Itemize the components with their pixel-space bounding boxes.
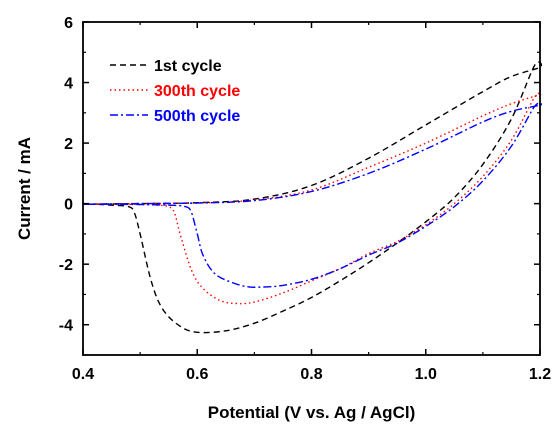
series-line-3 <box>82 102 543 288</box>
x-tick-label: 0.8 <box>300 366 322 383</box>
series-curves <box>82 61 543 334</box>
legend-label-1: 1st cycle <box>154 58 222 75</box>
y-tick-label: -2 <box>59 257 73 274</box>
y-axis-title: Current / mA <box>15 137 34 240</box>
series-line-1 <box>82 61 543 334</box>
y-tick-label: 0 <box>64 197 73 214</box>
legend-label-3: 500th cycle <box>154 108 240 125</box>
y-tick-label: 6 <box>64 15 73 32</box>
axes: 0.4 0.6 0.8 1.0 1.2 -4 -2 0 2 4 6 <box>59 15 551 383</box>
y-tick-label: 2 <box>64 136 73 153</box>
legend-label-2: 300th cycle <box>154 83 240 100</box>
x-tick-label: 0.4 <box>72 366 94 383</box>
y-tick-label: -4 <box>59 318 73 335</box>
series-line-2 <box>82 92 543 305</box>
x-tick-label: 1.2 <box>529 366 551 383</box>
x-tick-label: 1.0 <box>415 366 437 383</box>
legend: 1st cycle 300th cycle 500th cycle <box>110 58 240 125</box>
y-tick-label: 4 <box>64 76 73 93</box>
x-tick-label: 0.6 <box>186 366 208 383</box>
x-axis-title: Potential (V vs. Ag / AgCl) <box>208 403 415 422</box>
